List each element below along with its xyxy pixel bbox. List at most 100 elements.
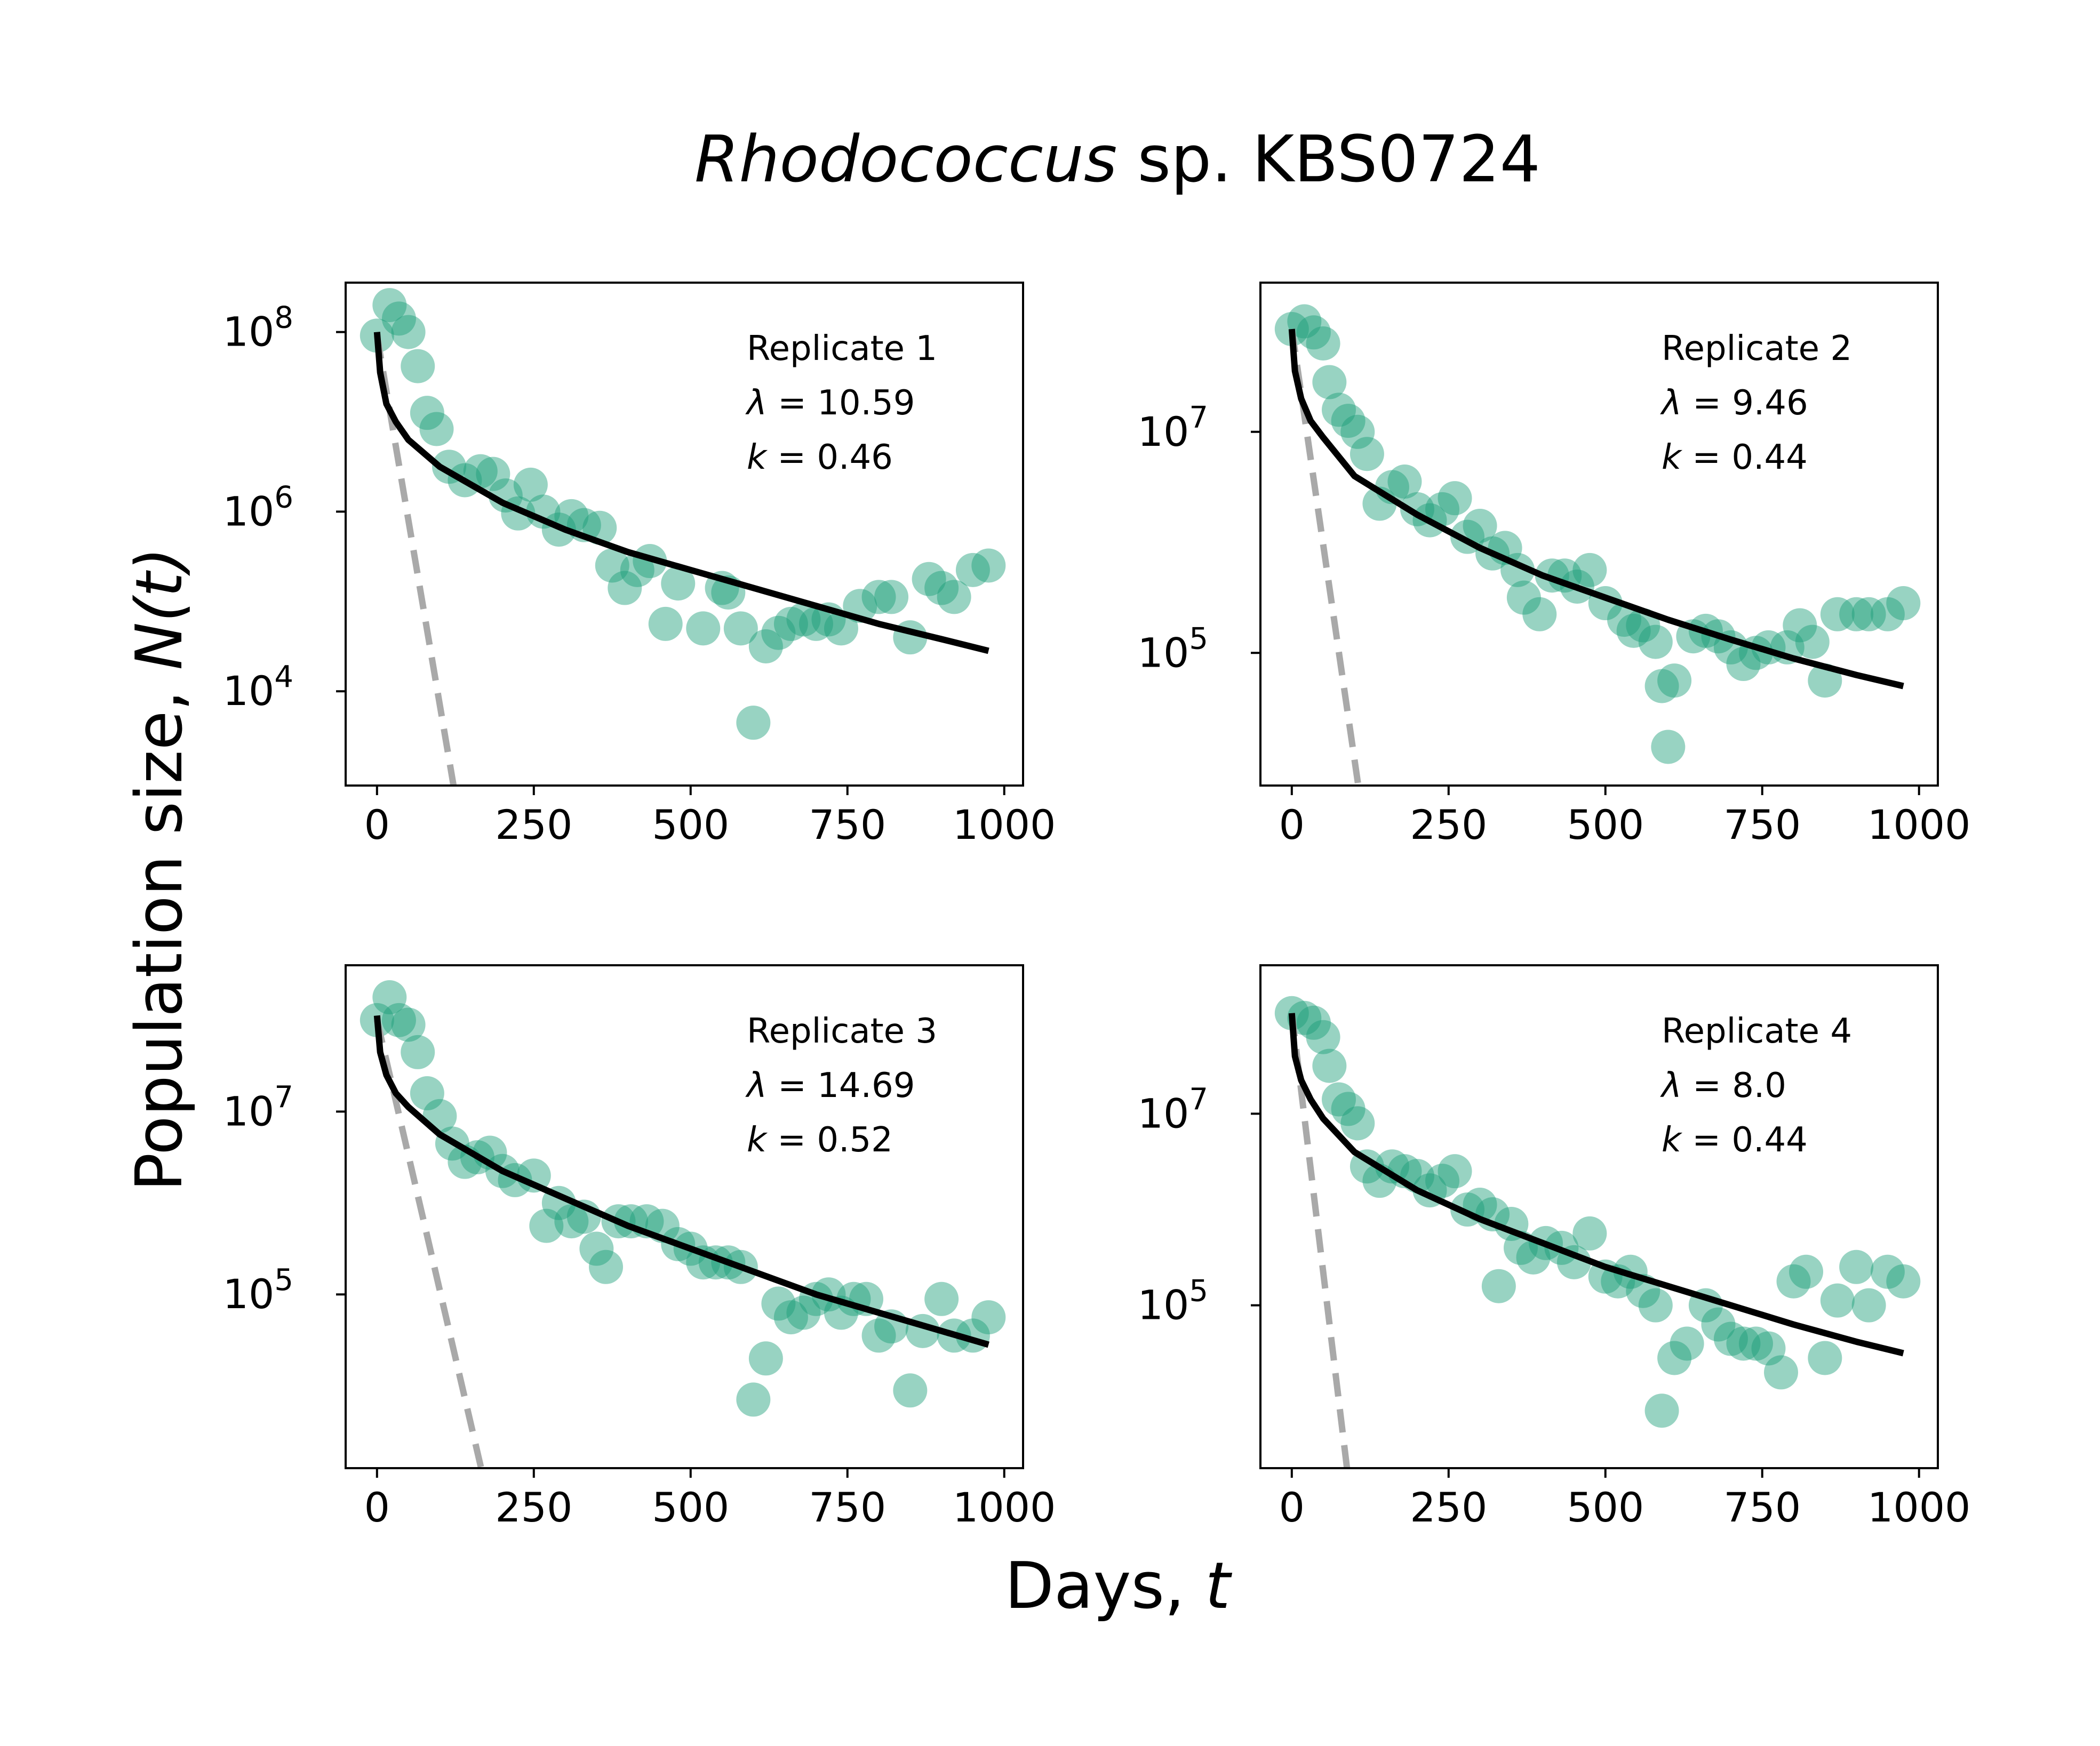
data-point — [1776, 1264, 1811, 1299]
data-point — [773, 1300, 808, 1335]
data-point — [1795, 624, 1830, 659]
data-point — [401, 349, 435, 383]
annotation-value: = 8.0 — [1682, 1066, 1786, 1106]
data-point — [579, 1231, 614, 1266]
data-point — [1375, 1149, 1409, 1184]
annotation-line: k = 0.44 — [1662, 1120, 1808, 1160]
data-point — [912, 562, 946, 596]
data-points — [1274, 996, 1921, 1428]
data-point — [1657, 1341, 1692, 1375]
x-tick-label: 750 — [1723, 1484, 1801, 1531]
x-tick-label: 0 — [364, 801, 390, 848]
annotation-value: = 10.59 — [767, 383, 915, 423]
data-point — [1387, 464, 1422, 499]
x-tick-label: 250 — [495, 801, 572, 848]
data-point — [1340, 414, 1375, 449]
y-tick-label: 107 — [223, 1080, 293, 1135]
fit-curve — [373, 332, 989, 654]
data-point — [1481, 1269, 1516, 1303]
x-tick-label: 250 — [495, 1484, 572, 1531]
reference-line — [1288, 1013, 1351, 1468]
data-point — [1820, 1283, 1855, 1318]
x-tick-label: 1000 — [1867, 801, 1970, 848]
annotation-symbol: λ — [1660, 1066, 1682, 1106]
x-tick-label: 1000 — [953, 1484, 1056, 1531]
data-point — [748, 1341, 783, 1376]
annotation-symbol: λ — [745, 383, 767, 423]
annotation-line: λ = 14.69 — [745, 1066, 915, 1106]
y-tick-exponent: 8 — [274, 301, 293, 335]
y-tick-base: 10 — [1138, 1282, 1189, 1329]
replicate-annotation: Replicate 2 λ = 9.46 k = 0.44 — [1660, 329, 1852, 477]
data-point — [1350, 437, 1384, 471]
data-point — [1701, 1307, 1736, 1342]
data-point — [1321, 393, 1356, 427]
data-point — [748, 629, 783, 663]
data-points — [1274, 304, 1921, 764]
x-tick-label: 500 — [652, 801, 729, 848]
data-point — [861, 580, 896, 614]
title-genus: Rhodococcus — [694, 123, 1117, 197]
data-point — [595, 548, 629, 583]
annotation-value: = 0.52 — [766, 1120, 893, 1160]
data-point — [1638, 1288, 1673, 1323]
annotation-line: Replicate 2 — [1662, 329, 1852, 369]
annotation-line: λ = 8.0 — [1660, 1066, 1786, 1106]
y-tick-exponent: 7 — [274, 1080, 293, 1115]
annotation-symbol: λ — [745, 1066, 767, 1106]
data-point — [620, 552, 654, 587]
y-tick-label: 105 — [1138, 621, 1208, 676]
plot-area — [1274, 996, 1921, 1468]
data-point — [1438, 481, 1472, 516]
y-axis-title: Population size, N(t) — [123, 547, 197, 1191]
data-point — [861, 1318, 896, 1353]
y-axis: 105 107 — [1138, 1082, 1260, 1329]
data-point — [410, 1076, 444, 1111]
data-point — [874, 580, 909, 614]
data-point — [1296, 1005, 1331, 1040]
data-point — [513, 467, 548, 502]
data-point — [1312, 1048, 1347, 1083]
data-point — [924, 571, 959, 605]
data-point — [401, 1035, 435, 1069]
data-point — [1764, 1355, 1799, 1390]
y-tick-label: 106 — [223, 480, 293, 535]
annotation-value: = 0.44 — [1681, 438, 1808, 477]
x-tick-label: 1000 — [953, 801, 1056, 848]
data-point — [1886, 1264, 1921, 1299]
data-point — [1738, 1326, 1773, 1361]
fit-curve — [373, 1015, 989, 1348]
annotation-line: k = 0.44 — [1662, 438, 1808, 477]
data-point — [924, 1282, 959, 1316]
annotation-line: Replicate 1 — [747, 329, 937, 369]
data-point — [1506, 580, 1541, 615]
x-tick-label: 250 — [1410, 1484, 1487, 1531]
data-point — [1651, 730, 1686, 764]
data-point — [1839, 597, 1874, 631]
data-point — [410, 396, 444, 430]
x-tick-label: 0 — [1279, 1484, 1305, 1531]
x-tick-label: 0 — [1279, 801, 1305, 848]
data-point — [391, 315, 426, 349]
annotation-line: λ = 9.46 — [1660, 383, 1808, 423]
y-tick-label: 105 — [1138, 1274, 1208, 1329]
data-point — [1463, 508, 1497, 543]
fit-curve — [1288, 1013, 1904, 1357]
data-point — [1616, 613, 1651, 648]
axes-frame — [1259, 964, 1939, 1469]
data-point — [1331, 404, 1366, 438]
plot-area — [1274, 304, 1921, 786]
figure-title: Rhodococcus sp. KBS0724 — [694, 123, 1540, 197]
data-point — [372, 288, 407, 323]
y-tick-label: 107 — [1138, 1082, 1208, 1137]
data-point — [1870, 1254, 1905, 1289]
data-point — [1820, 597, 1855, 631]
data-point — [723, 611, 758, 646]
data-point — [381, 301, 416, 336]
data-point — [1808, 1341, 1842, 1375]
annotation-symbol: k — [1662, 1120, 1683, 1160]
